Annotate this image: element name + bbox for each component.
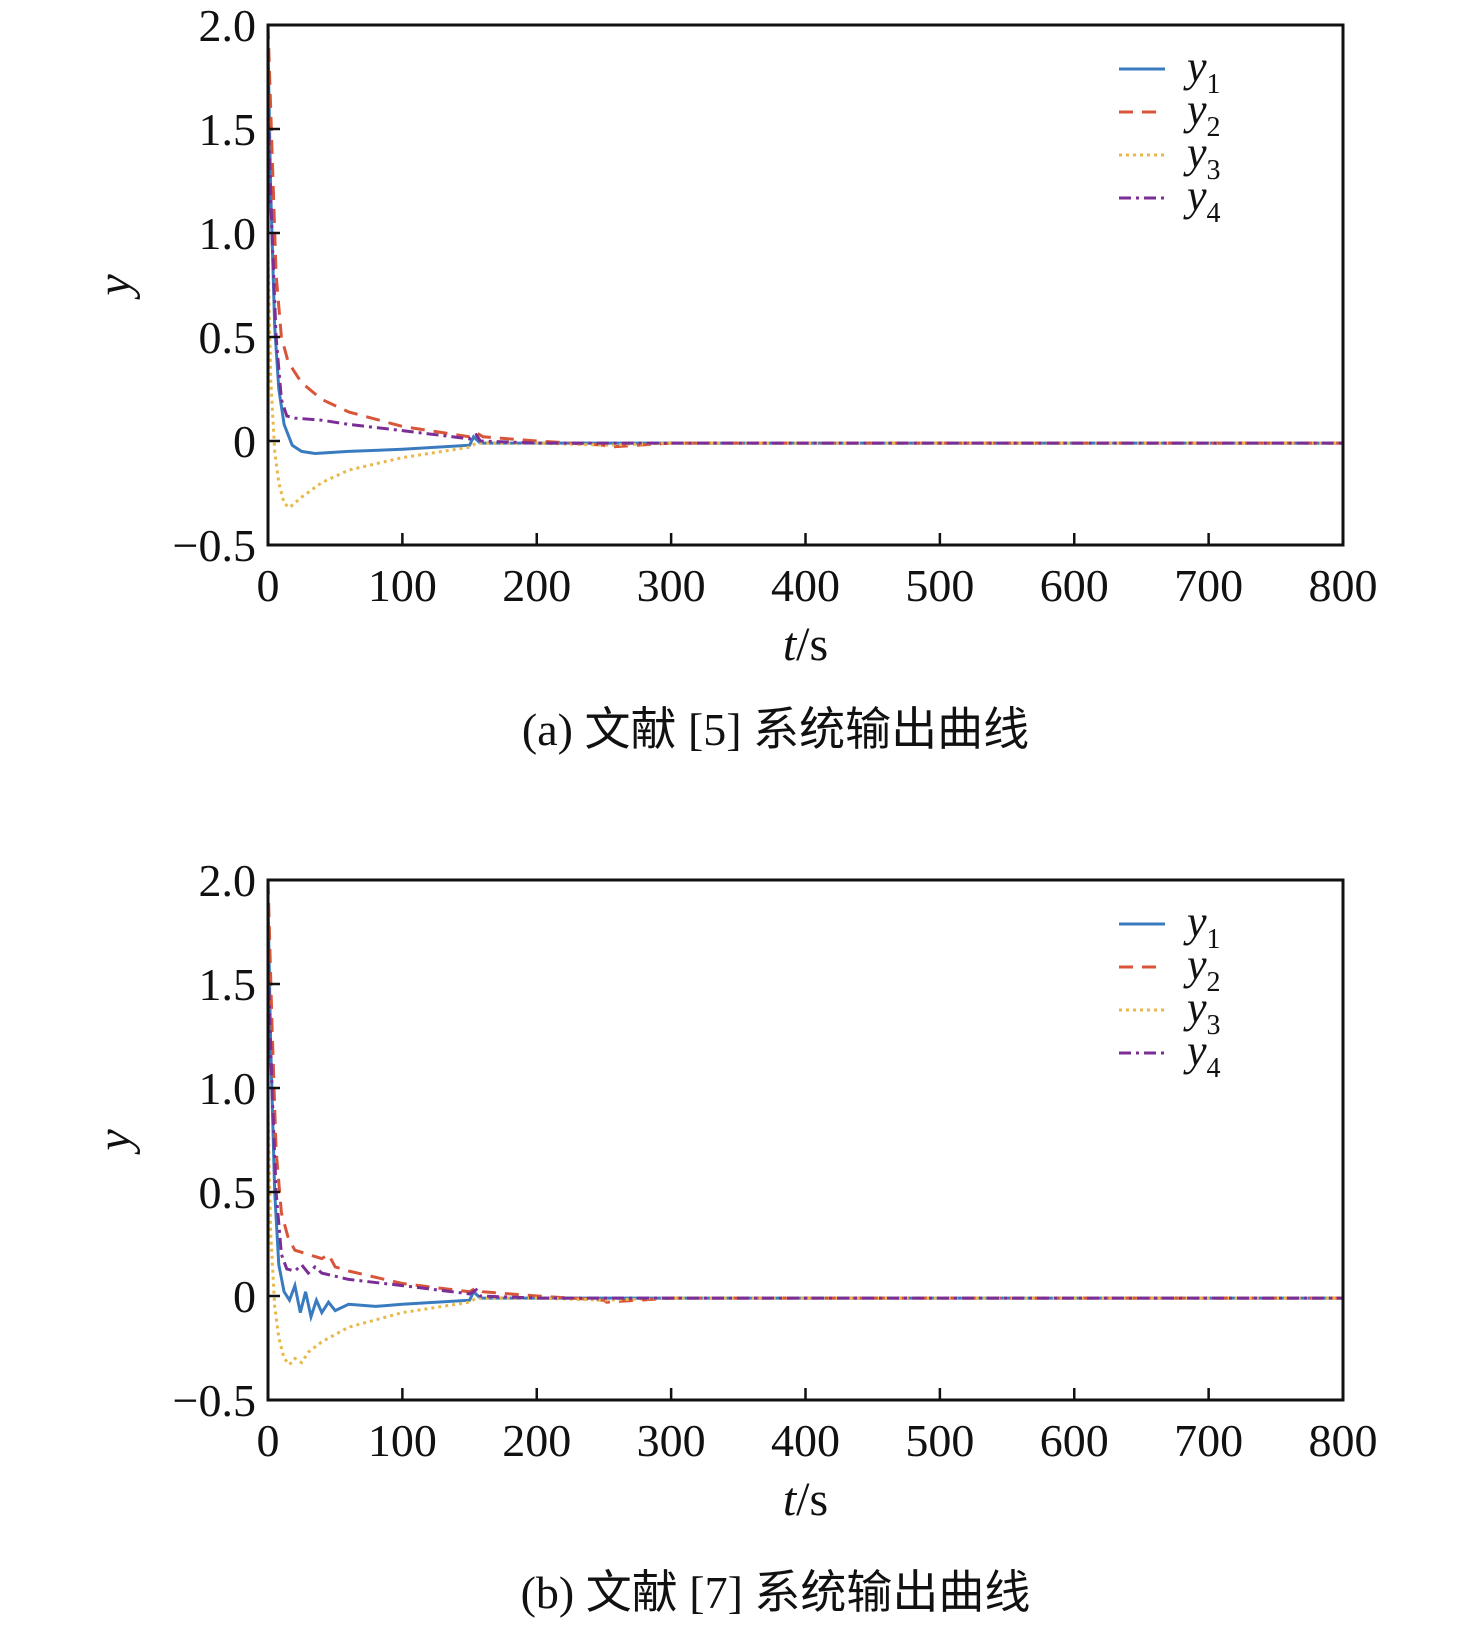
x-tick-label: 500 — [905, 560, 974, 611]
y-axis-title: y — [88, 274, 141, 301]
plot-frame — [266, 878, 1345, 1402]
series-line-y1 — [268, 900, 1343, 1323]
y-tick-label: 0.5 — [199, 1167, 257, 1218]
x-tick-label: 0 — [257, 560, 280, 611]
x-tick-label: 500 — [905, 1415, 974, 1466]
x-tick-label: 100 — [368, 1415, 437, 1466]
y-tick-label: 0 — [233, 416, 256, 467]
legend-label: y1 — [1183, 42, 1221, 100]
figure-caption: (b) 文献 [7] 系统输出曲线 — [521, 1567, 1031, 1618]
series-line-y1 — [268, 45, 1343, 456]
x-tick-label: 0 — [257, 1415, 280, 1466]
legend-label: y3 — [1183, 128, 1221, 186]
series-line-y3 — [268, 1108, 1343, 1367]
series-line-y2 — [268, 880, 1343, 1304]
legend-label: y2 — [1183, 940, 1221, 998]
x-tick-label: 200 — [502, 1415, 571, 1466]
legend-label: y2 — [1183, 85, 1221, 143]
series-line-y4 — [268, 963, 1343, 1300]
legend-label: y4 — [1183, 171, 1221, 229]
x-tick-label: 700 — [1174, 560, 1243, 611]
y-tick-label: 2.0 — [199, 855, 257, 906]
series-line-y4 — [268, 108, 1343, 445]
chart-panel-1: 0 100 200 300 400 500 600 700 800−0.500.51.01.52… — [88, 855, 1378, 1618]
x-tick-label: 400 — [771, 1415, 840, 1466]
legend-label: y1 — [1183, 897, 1221, 955]
chart-panel-0: 0 100 200 300 400 500 600 700 800−0.500.51.01.52… — [88, 0, 1378, 755]
y-tick-label: −0.5 — [173, 520, 256, 571]
x-tick-label: 700 — [1174, 1415, 1243, 1466]
x-tick-label: 100 — [368, 560, 437, 611]
x-axis-title: t/s — [783, 618, 828, 671]
legend-label: y3 — [1183, 983, 1221, 1041]
y-tick-label: −0.5 — [173, 1375, 256, 1426]
x-tick-label: 300 — [637, 560, 706, 611]
y-tick-label: 2.0 — [199, 0, 257, 51]
y-axis-title: y — [88, 1129, 141, 1156]
x-tick-label: 800 — [1309, 1415, 1378, 1466]
x-tick-label: 300 — [637, 1415, 706, 1466]
x-tick-label: 600 — [1040, 1415, 1109, 1466]
plot-frame — [266, 23, 1345, 547]
y-tick-label: 1.0 — [199, 1063, 257, 1114]
y-tick-label: 1.5 — [199, 959, 257, 1010]
x-tick-label: 400 — [771, 560, 840, 611]
y-tick-label: 1.0 — [199, 208, 257, 259]
series-line-y3 — [268, 253, 1343, 510]
x-tick-label: 800 — [1309, 560, 1378, 611]
x-tick-label: 600 — [1040, 560, 1109, 611]
x-axis-title: t/s — [783, 1473, 828, 1526]
y-tick-label: 1.5 — [199, 104, 257, 155]
y-tick-label: 0 — [233, 1271, 256, 1322]
y-tick-label: 0.5 — [199, 312, 257, 363]
figure-caption: (a) 文献 [5] 系统输出曲线 — [522, 704, 1029, 755]
x-tick-label: 200 — [502, 560, 571, 611]
legend-label: y4 — [1183, 1026, 1221, 1084]
series-line-y2 — [268, 25, 1343, 449]
